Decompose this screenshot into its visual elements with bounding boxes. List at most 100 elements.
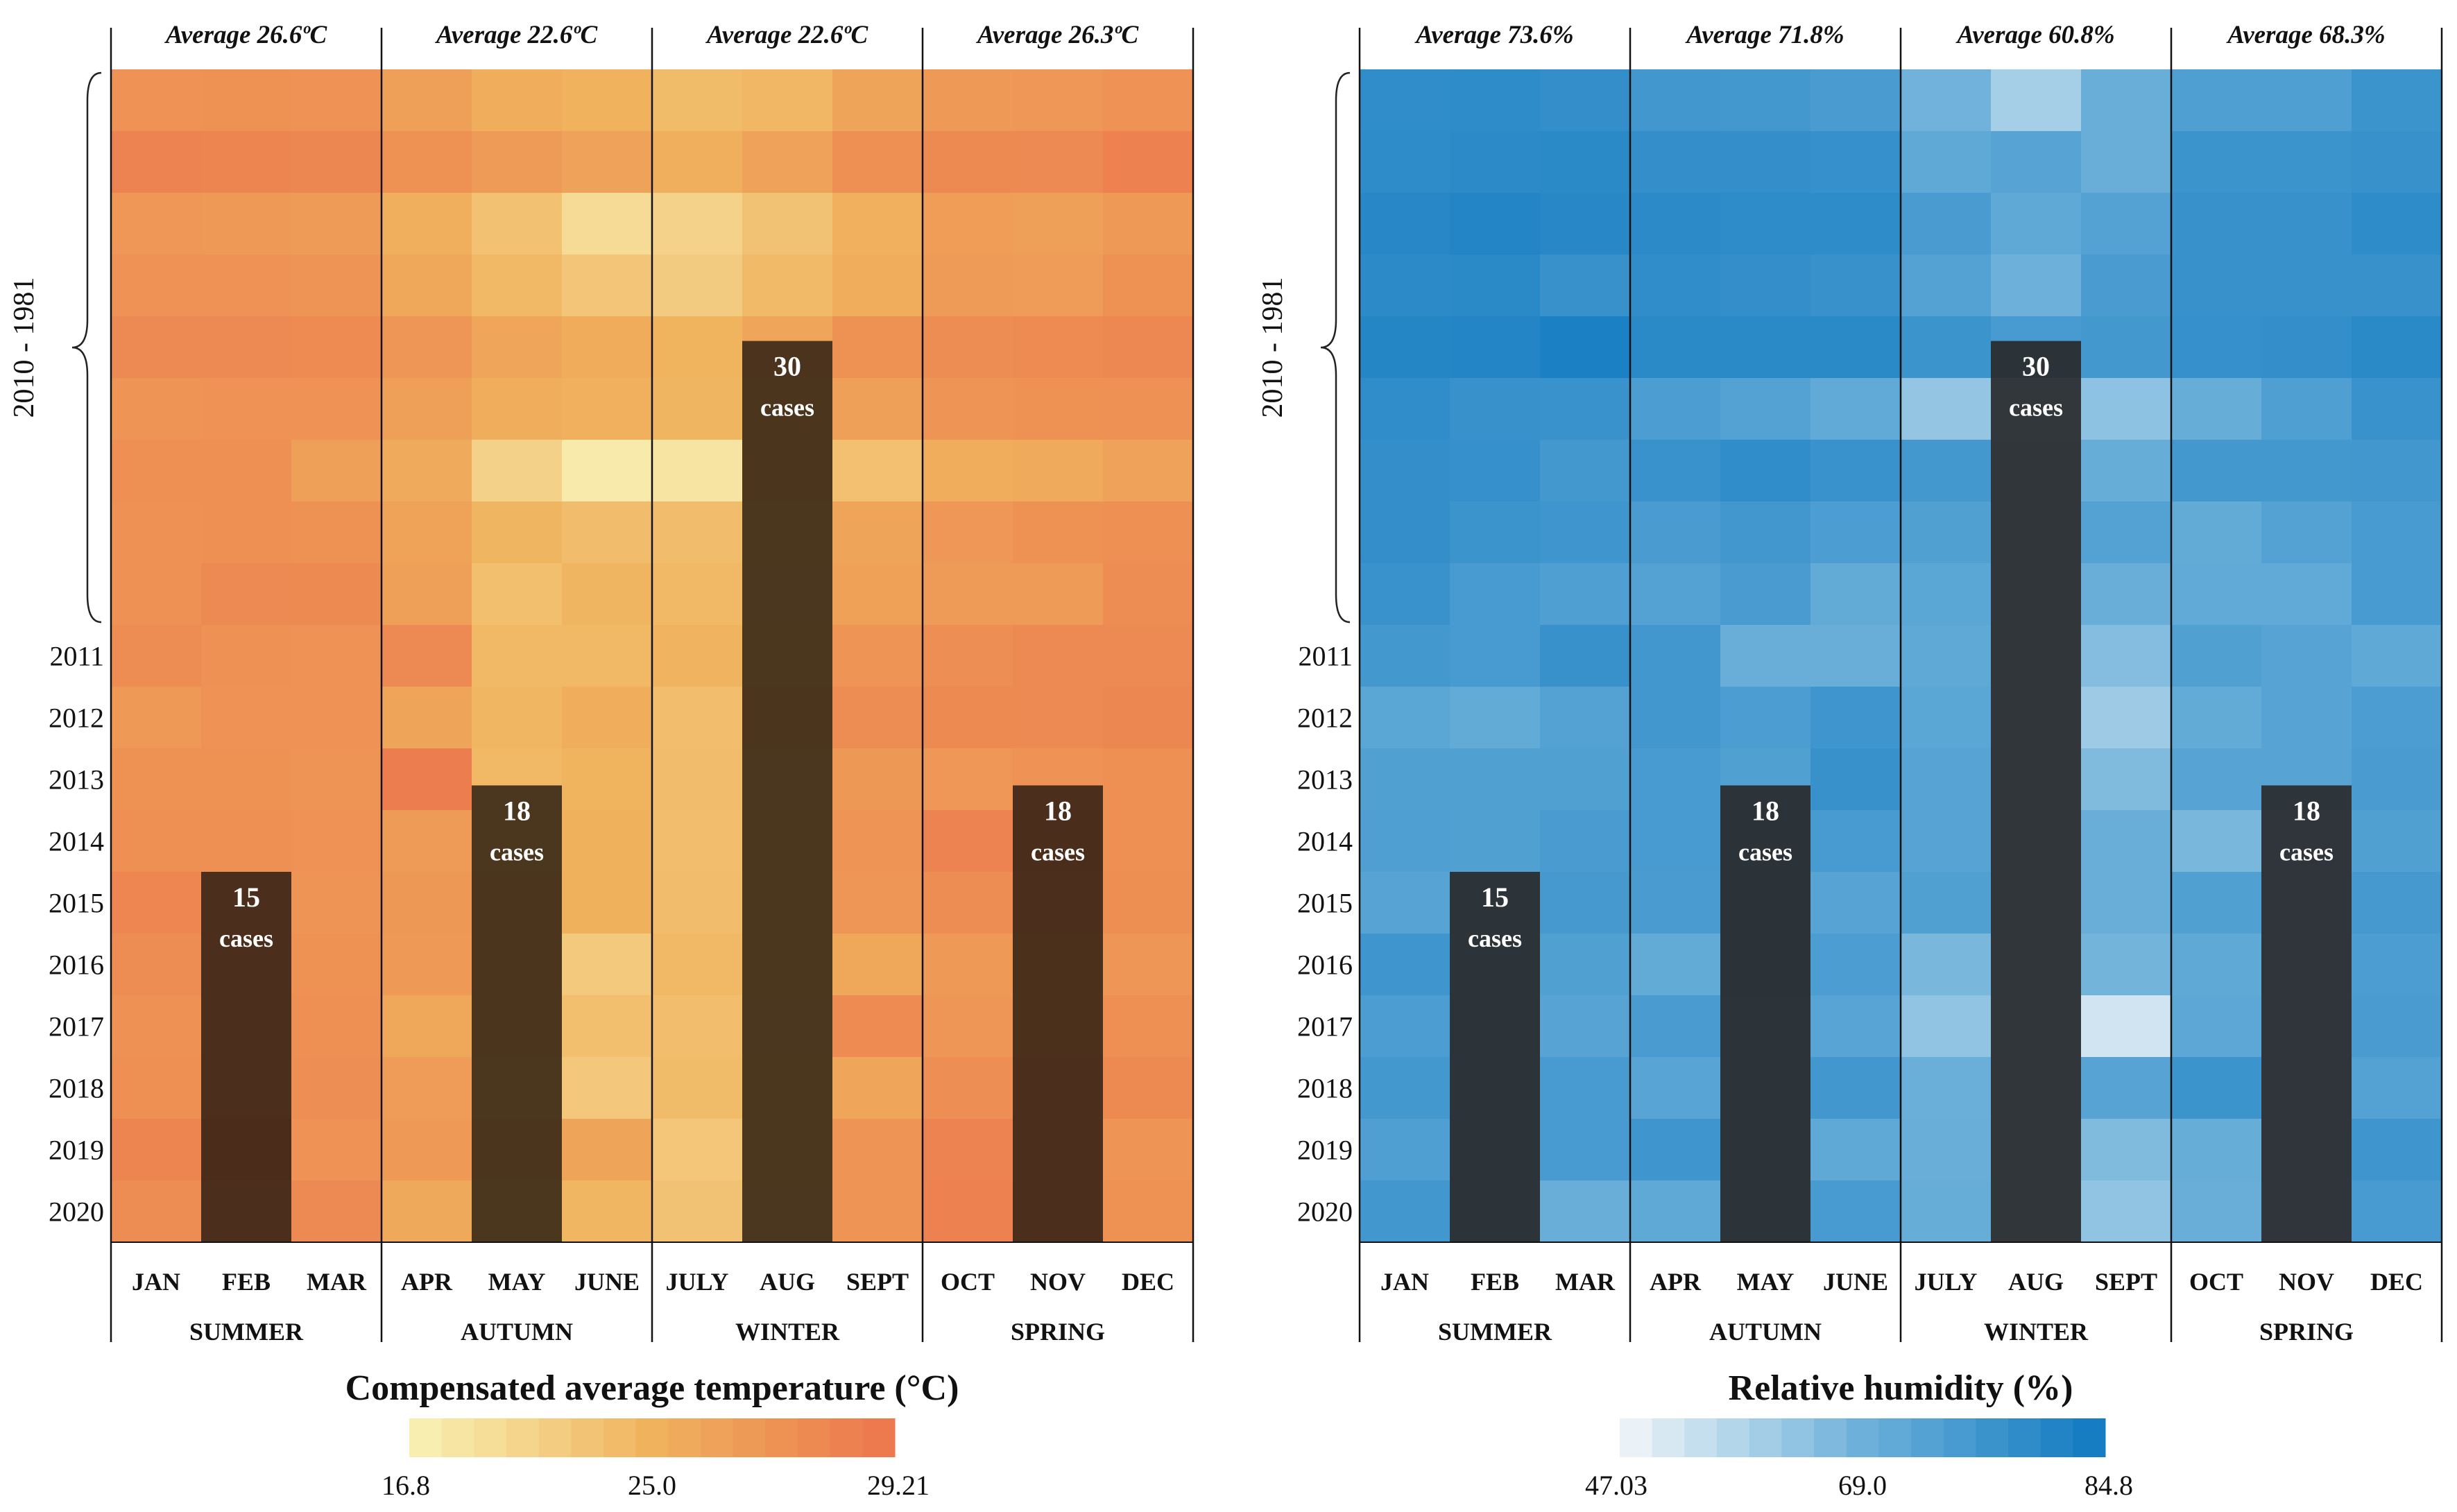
heatmap-cell: [2171, 69, 2262, 132]
heatmap-cell: [1360, 748, 1450, 811]
heatmap-cell: [742, 255, 833, 317]
colorbar-swatch: [2073, 1418, 2106, 1457]
heatmap-cell: [111, 255, 202, 317]
heatmap-cell: [2352, 378, 2442, 440]
heatmap-cell: [562, 810, 653, 873]
heatmap-cell: [1901, 440, 1992, 502]
month-label: SEPT: [846, 1268, 909, 1296]
heatmap-cell: [1540, 1057, 1631, 1119]
season-average-label: Average 60.8%: [1955, 21, 2114, 49]
heatmap-cell: [201, 440, 292, 502]
heatmap-cell: [2081, 1057, 2172, 1119]
colorbar-swatch: [1652, 1418, 1685, 1457]
heatmap-cell: [2352, 255, 2442, 317]
year-label: 2018: [1297, 1073, 1353, 1104]
heatmap-cell: [1901, 934, 1992, 996]
heatmap-cell: [1630, 69, 1721, 132]
case-unit-label: cases: [219, 925, 273, 952]
year-label: 2014: [49, 826, 104, 857]
heatmap-cell: [1540, 440, 1631, 502]
heatmap-cell: [201, 748, 292, 811]
heatmap-cell: [652, 378, 743, 440]
month-label: OCT: [941, 1268, 995, 1296]
heatmap-cell: [1630, 316, 1721, 379]
heatmap-cell: [832, 872, 923, 934]
heatmap-cell: [1103, 193, 1194, 255]
heatmap-cell: [291, 1057, 382, 1119]
heatmap-cell: [1720, 193, 1811, 255]
heatmap-cell: [1720, 687, 1811, 749]
month-label: JULY: [666, 1268, 729, 1296]
heatmap-cell: [1450, 501, 1541, 564]
case-bar: [742, 341, 832, 1243]
heatmap-cell: [1630, 810, 1721, 873]
colorbar-title: Relative humidity (%): [1729, 1368, 2073, 1408]
heatmap-cell: [1901, 1180, 1992, 1243]
colorbar-tick-label: 47.03: [1585, 1470, 1647, 1501]
heatmap-cell: [201, 69, 292, 132]
heatmap-cell: [1360, 501, 1450, 564]
heatmap-cell: [291, 1180, 382, 1243]
heatmap-cell: [2261, 193, 2352, 255]
case-count-label: 18: [2293, 795, 2320, 826]
heatmap-cell: [1540, 872, 1631, 934]
heatmap-cell: [1720, 501, 1811, 564]
case-count-label: 18: [1752, 795, 1779, 826]
heatmap-cell: [291, 440, 382, 502]
year-label: 2019: [1297, 1135, 1353, 1166]
heatmap-cell: [1901, 748, 1992, 811]
heatmap-cell: [2352, 1057, 2442, 1119]
heatmap-cell: [1810, 1119, 1901, 1181]
heatmap-cell: [2261, 316, 2352, 379]
heatmap-cell: [2352, 1180, 2442, 1243]
heatmap-cell: [2261, 131, 2352, 194]
heatmap-cell: [1360, 1119, 1450, 1181]
heatmap-cell: [382, 934, 472, 996]
heatmap-cell: [1720, 625, 1811, 687]
heatmap-cell: [2261, 378, 2352, 440]
heatmap-cell: [1540, 995, 1631, 1058]
heatmap-cell: [382, 995, 472, 1058]
heatmap-cell: [1810, 934, 1901, 996]
heatmap-cell: [111, 501, 202, 564]
heatmap-cell: [1450, 378, 1541, 440]
heatmap-cell: [2171, 625, 2262, 687]
month-label: MAY: [488, 1268, 546, 1296]
heatmap-cell: [1991, 193, 2082, 255]
heatmap-cell: [382, 316, 472, 379]
heatmap-cell: [1810, 193, 1901, 255]
heatmap-cell: [2171, 1057, 2262, 1119]
heatmap-cell: [652, 748, 743, 811]
heatmap-cell: [1901, 1057, 1992, 1119]
heatmap-cell: [472, 378, 563, 440]
heatmap-cell: [923, 255, 1013, 317]
heatmap-cell: [2171, 748, 2262, 811]
heatmap-cell: [1810, 501, 1901, 564]
heatmap-cell: [832, 193, 923, 255]
heatmap-cell: [1810, 872, 1901, 934]
heatmap-cell: [1540, 193, 1631, 255]
heatmap-cell: [1901, 316, 1992, 379]
heatmap-cell: [382, 748, 472, 811]
heatmap-cell: [742, 69, 833, 132]
heatmap-cell: [1360, 810, 1450, 873]
season-average-label: Average 22.6ºC: [705, 21, 869, 49]
heatmap-cell: [382, 193, 472, 255]
case-unit-label: cases: [1468, 925, 1522, 952]
month-label: MAR: [1555, 1268, 1616, 1296]
case-bar: [1450, 872, 1540, 1242]
heatmap-cell: [1810, 378, 1901, 440]
heatmap-cell: [562, 872, 653, 934]
heatmap-cell: [1103, 625, 1194, 687]
heatmap-cell: [1720, 69, 1811, 132]
heatmap-cell: [1630, 255, 1721, 317]
month-label: MAR: [307, 1268, 367, 1296]
heatmap-cell: [1540, 378, 1631, 440]
heatmap-cell: [2261, 563, 2352, 626]
heatmap-cell: [1103, 995, 1194, 1058]
heatmap-cell: [1450, 131, 1541, 194]
colorbar-swatch: [1781, 1418, 1815, 1457]
heatmap-cell: [2261, 255, 2352, 317]
heatmap-cell: [472, 625, 563, 687]
heatmap-cell: [382, 440, 472, 502]
